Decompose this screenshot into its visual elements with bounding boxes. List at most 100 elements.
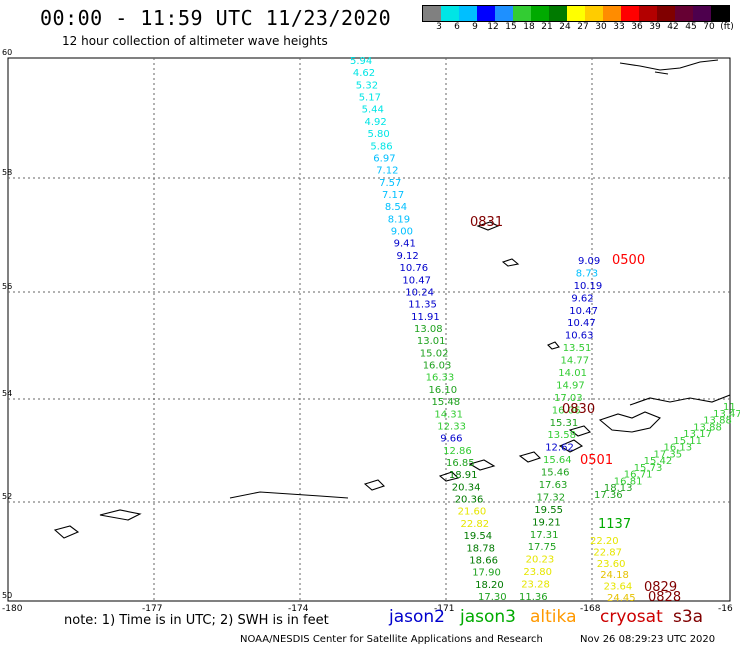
wave-height-label: 5.44: [362, 105, 384, 116]
wave-height-label: 23.80: [523, 567, 552, 578]
wave-height-label: 21.60: [458, 507, 487, 518]
map-grid: 60 58 56 54 52 50 -180 -177 -174 -171 -168 -16: [2, 48, 733, 614]
color-scale-label: 30: [595, 22, 607, 32]
color-swatch: [675, 6, 693, 21]
wave-height-label: 13.51: [563, 343, 592, 354]
color-scale-bar: [422, 5, 730, 22]
longitude-tick-label: -168: [580, 604, 601, 614]
wave-height-label: 16.71: [624, 470, 653, 481]
pass-time-label: 0828: [648, 590, 681, 605]
wave-height-label: 14.31: [434, 409, 463, 420]
wave-height-label: 16.81: [614, 477, 643, 488]
latitude-tick-label: 52: [2, 492, 12, 501]
color-scale-label: 18: [523, 22, 535, 32]
color-swatch: [459, 6, 477, 21]
wave-height-label: 11.91: [411, 312, 440, 323]
map-title: 00:00 - 11:59 UTC 11/23/2020: [40, 6, 392, 30]
wave-height-label: 22.20: [590, 536, 619, 547]
island-chain-b: [518, 451, 542, 463]
wave-height-label: 5.32: [356, 80, 378, 91]
color-scale-label: 36: [631, 22, 643, 32]
coastline-alaska-peninsula: [629, 394, 731, 406]
coastline-siberia: [619, 59, 719, 71]
color-scale-label: (ft): [720, 22, 734, 32]
legend-cryosat: cryosat: [600, 607, 663, 627]
pass-time-label: 0830: [562, 402, 595, 417]
color-swatch: [567, 6, 585, 21]
wave-height-label: 20.23: [526, 555, 555, 566]
color-swatch: [711, 6, 729, 21]
color-scale-label: 3: [436, 22, 442, 32]
longitude-tick-label: -171: [434, 604, 454, 614]
color-scale-label: 42: [667, 22, 679, 32]
wave-height-label: 17.36: [594, 490, 623, 501]
island-pribilof-b: [547, 341, 560, 350]
wave-height-label: 19.21: [532, 517, 561, 528]
island-chain-c: [468, 459, 496, 471]
wave-height-label: 11.35: [408, 300, 437, 311]
generation-timestamp: Nov 26 08:29:23 UTC 2020: [580, 634, 716, 645]
color-swatch: [693, 6, 711, 21]
wave-height-label: 10.47: [567, 318, 596, 329]
wave-height-label: 22.82: [461, 519, 490, 530]
island-near-a: [99, 509, 142, 521]
credit-line: NOAA/NESDIS Center for Satellite Applica…: [240, 634, 543, 645]
wave-height-label: 16.10: [429, 385, 458, 396]
wave-height-label: 15.42: [644, 456, 673, 467]
island-chain-e: [363, 479, 386, 491]
color-swatch: [477, 6, 495, 21]
wave-height-label: 8.54: [385, 202, 407, 213]
coastline-islet: [654, 71, 669, 75]
wave-height-label: 17.32: [537, 492, 566, 503]
color-swatch: [441, 6, 459, 21]
wave-height-label: 13.88: [693, 422, 722, 433]
wave-height-label: 23.28: [521, 580, 550, 591]
track-labels: 5.944.625.32 5.175.444.925.805.86 6.977.12…: [350, 56, 740, 604]
island-chain-a: [558, 439, 584, 453]
wave-height-label: 13.08: [414, 324, 443, 335]
color-scale-label: 27: [577, 22, 589, 32]
wave-height-label: 11.36: [519, 592, 548, 603]
wave-height-label: 9.09: [578, 256, 600, 267]
color-swatch: [603, 6, 621, 21]
map-frame: [7, 57, 731, 602]
wave-height-label: 19.54: [464, 531, 493, 542]
color-swatch: [549, 6, 567, 21]
wave-height-label: 17.63: [539, 480, 568, 491]
wave-height-label: 15.48: [432, 397, 461, 408]
color-scale-label: 24: [559, 22, 571, 32]
wave-height-label: 7.12: [376, 166, 398, 177]
wave-height-label: 18.78: [466, 543, 495, 554]
wave-height-label: 8.73: [576, 268, 598, 279]
wave-height-label: 15.46: [541, 468, 570, 479]
legend-jason2: jason2: [389, 607, 445, 627]
wave-height-label: 13.17: [683, 429, 712, 440]
wave-height-label: 9.12: [397, 251, 419, 262]
wave-height-label: 16.06: [552, 405, 581, 416]
pass-time-label: 1137: [598, 517, 631, 532]
color-swatch: [621, 6, 639, 21]
island-umnak: [568, 425, 592, 437]
wave-height-label: 15.02: [420, 348, 449, 359]
wave-height-label: 17.30: [478, 592, 507, 603]
color-swatch: [423, 6, 441, 21]
wave-height-label: 17.03: [554, 393, 583, 404]
wave-height-label: 9.41: [394, 239, 416, 250]
wave-height-label: 7.57: [379, 178, 401, 189]
pass-time-label: 0500: [612, 253, 645, 268]
wave-height-label: 13.01: [417, 336, 446, 347]
wave-height-label: 10.47: [569, 306, 598, 317]
pass-time-label: 0829: [644, 580, 677, 595]
wave-height-label: 12.86: [443, 446, 472, 457]
latitude-tick-label: 56: [2, 282, 12, 291]
wave-height-label: 17.90: [472, 568, 501, 579]
wave-height-label: 18.91: [449, 470, 478, 481]
map-subtitle: 12 hour collection of altimeter wave hei…: [62, 34, 328, 48]
latitude-tick-label: 58: [2, 168, 12, 177]
wave-height-label: 23.60: [597, 559, 626, 570]
wave-height-label: 23.64: [604, 582, 633, 593]
wave-height-label: 19.55: [534, 505, 563, 516]
wave-height-label: 17.31: [530, 530, 559, 541]
